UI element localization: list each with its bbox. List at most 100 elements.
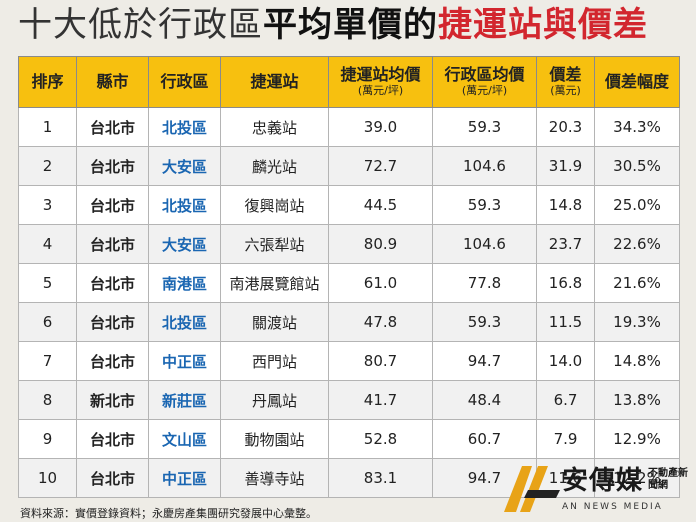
page-title: 十大低於行政區平均單價的捷運站與價差 <box>18 2 688 48</box>
district-cell: 新莊區 <box>148 380 221 420</box>
district-cell: 大安區 <box>148 224 221 264</box>
column-header-unit: (萬元) <box>550 84 581 97</box>
price-ratio-cell: 12.2% <box>594 458 680 498</box>
district-price-cell: 94.7 <box>432 341 537 381</box>
price-ratio-cell: 19.3% <box>594 302 680 342</box>
station-cell: 復興崗站 <box>220 185 329 225</box>
column-header: 排序 <box>18 56 77 108</box>
price-ratio-cell: 34.3% <box>594 107 680 147</box>
table-row: 1 台北市 北投區 忠義站 39.0 59.3 20.3 34.3% <box>18 107 680 147</box>
district-price-cell: 60.7 <box>432 419 537 459</box>
price-ratio-cell: 13.8% <box>594 380 680 420</box>
district-cell: 文山區 <box>148 419 221 459</box>
city-cell: 台北市 <box>76 107 149 147</box>
district-price-cell: 59.3 <box>432 185 537 225</box>
city-cell: 台北市 <box>76 185 149 225</box>
rank-cell: 7 <box>18 341 77 381</box>
column-header-unit: (萬元/坪) <box>357 84 404 97</box>
station-cell: 忠義站 <box>220 107 329 147</box>
table-row: 3 台北市 北投區 復興崗站 44.5 59.3 14.8 25.0% <box>18 185 680 225</box>
column-header-label: 價差 <box>549 65 582 84</box>
district-price-cell: 59.3 <box>432 302 537 342</box>
column-header: 行政區 <box>148 56 221 108</box>
city-cell: 新北市 <box>76 380 149 420</box>
city-cell: 台北市 <box>76 302 149 342</box>
price-ratio-cell: 12.9% <box>594 419 680 459</box>
price-diff-cell: 16.8 <box>536 263 595 303</box>
rank-cell: 5 <box>18 263 77 303</box>
table-header-row: 排序 縣市 行政區 捷運站 捷運站均價 (萬元/坪) 行政區均價 (萬元/坪) 價差 (萬元) 價差… <box>18 56 680 108</box>
city-cell: 台北市 <box>76 263 149 303</box>
table-row: 2 台北市 大安區 麟光站 72.7 104.6 31.9 30.5% <box>18 146 680 186</box>
station-cell: 六張犁站 <box>220 224 329 264</box>
city-cell: 台北市 <box>76 146 149 186</box>
table-row: 8 新北市 新莊區 丹鳳站 41.7 48.4 6.7 13.8% <box>18 380 680 420</box>
station-price-cell: 39.0 <box>328 107 433 147</box>
price-table: 排序 縣市 行政區 捷運站 捷運站均價 (萬元/坪) 行政區均價 (萬元/坪) 價差 (萬元) 價差… <box>18 56 680 498</box>
logo-mark-icon <box>504 466 560 512</box>
district-cell: 北投區 <box>148 107 221 147</box>
table-row: 6 台北市 北投區 關渡站 47.8 59.3 11.5 19.3% <box>18 302 680 342</box>
station-price-cell: 41.7 <box>328 380 433 420</box>
column-header: 行政區均價 (萬元/坪) <box>432 56 537 108</box>
column-header: 價差 (萬元) <box>536 56 595 108</box>
logo-brand-sub: 不動產新聞網 <box>648 468 688 491</box>
station-price-cell: 52.8 <box>328 419 433 459</box>
city-cell: 台北市 <box>76 419 149 459</box>
title-part-normal: 十大低於行政區 <box>18 5 263 45</box>
column-header-label: 行政區均價 <box>444 65 525 84</box>
table-row: 4 台北市 大安區 六張犁站 80.9 104.6 23.7 22.6% <box>18 224 680 264</box>
column-header-label: 縣市 <box>96 72 129 91</box>
column-header: 價差幅度 <box>594 56 680 108</box>
district-cell: 南港區 <box>148 263 221 303</box>
column-header-unit: (萬元/坪) <box>461 84 508 97</box>
station-price-cell: 80.7 <box>328 341 433 381</box>
district-price-cell: 104.6 <box>432 224 537 264</box>
station-price-cell: 61.0 <box>328 263 433 303</box>
price-ratio-cell: 14.8% <box>594 341 680 381</box>
station-cell: 麟光站 <box>220 146 329 186</box>
rank-cell: 6 <box>18 302 77 342</box>
station-price-cell: 72.7 <box>328 146 433 186</box>
station-price-cell: 83.1 <box>328 458 433 498</box>
price-ratio-cell: 30.5% <box>594 146 680 186</box>
price-ratio-cell: 22.6% <box>594 224 680 264</box>
price-diff-cell: 7.9 <box>536 419 595 459</box>
logo-brand-name: 安傳媒 <box>562 466 644 496</box>
station-price-cell: 44.5 <box>328 185 433 225</box>
station-price-cell: 80.9 <box>328 224 433 264</box>
price-diff-cell: 14.8 <box>536 185 595 225</box>
column-header-label: 價差幅度 <box>604 72 669 91</box>
station-cell: 動物園站 <box>220 419 329 459</box>
title-part-bold: 平均單價的 <box>263 5 438 45</box>
station-cell: 關渡站 <box>220 302 329 342</box>
table-body: 1 台北市 北投區 忠義站 39.0 59.3 20.3 34.3% 2 台北市 大安區 麟光站 72.… <box>18 107 680 498</box>
column-header-label: 排序 <box>31 72 64 91</box>
table-row: 5 台北市 南港區 南港展覽館站 61.0 77.8 16.8 21.6% <box>18 263 680 303</box>
station-cell: 南港展覽館站 <box>220 263 329 303</box>
district-cell: 中正區 <box>148 458 221 498</box>
column-header-label: 捷運站 <box>250 72 299 91</box>
table-row: 9 台北市 文山區 動物園站 52.8 60.7 7.9 12.9% <box>18 419 680 459</box>
station-cell: 丹鳳站 <box>220 380 329 420</box>
brand-logo: 安傳媒 不動產新聞網 AN NEWS MEDIA <box>500 460 690 520</box>
city-cell: 台北市 <box>76 224 149 264</box>
logo-brand-en: AN NEWS MEDIA <box>562 502 663 512</box>
price-diff-cell: 20.3 <box>536 107 595 147</box>
column-header: 捷運站均價 (萬元/坪) <box>328 56 433 108</box>
rank-cell: 3 <box>18 185 77 225</box>
district-price-cell: 77.8 <box>432 263 537 303</box>
rank-cell: 10 <box>18 458 77 498</box>
price-diff-cell: 11.5 <box>536 302 595 342</box>
table-row: 10 台北市 中正區 善導寺站 83.1 94.7 11.6 12.2% <box>18 458 680 498</box>
district-price-cell: 48.4 <box>432 380 537 420</box>
price-ratio-cell: 25.0% <box>594 185 680 225</box>
district-price-cell: 104.6 <box>432 146 537 186</box>
price-diff-cell: 14.0 <box>536 341 595 381</box>
station-cell: 善導寺站 <box>220 458 329 498</box>
price-diff-cell: 31.9 <box>536 146 595 186</box>
city-cell: 台北市 <box>76 341 149 381</box>
table-row: 7 台北市 中正區 西門站 80.7 94.7 14.0 14.8% <box>18 341 680 381</box>
source-note: 資料來源：實價登錄資料；永慶房產集團研究發展中心彙整。 <box>20 507 317 520</box>
price-ratio-cell: 21.6% <box>594 263 680 303</box>
